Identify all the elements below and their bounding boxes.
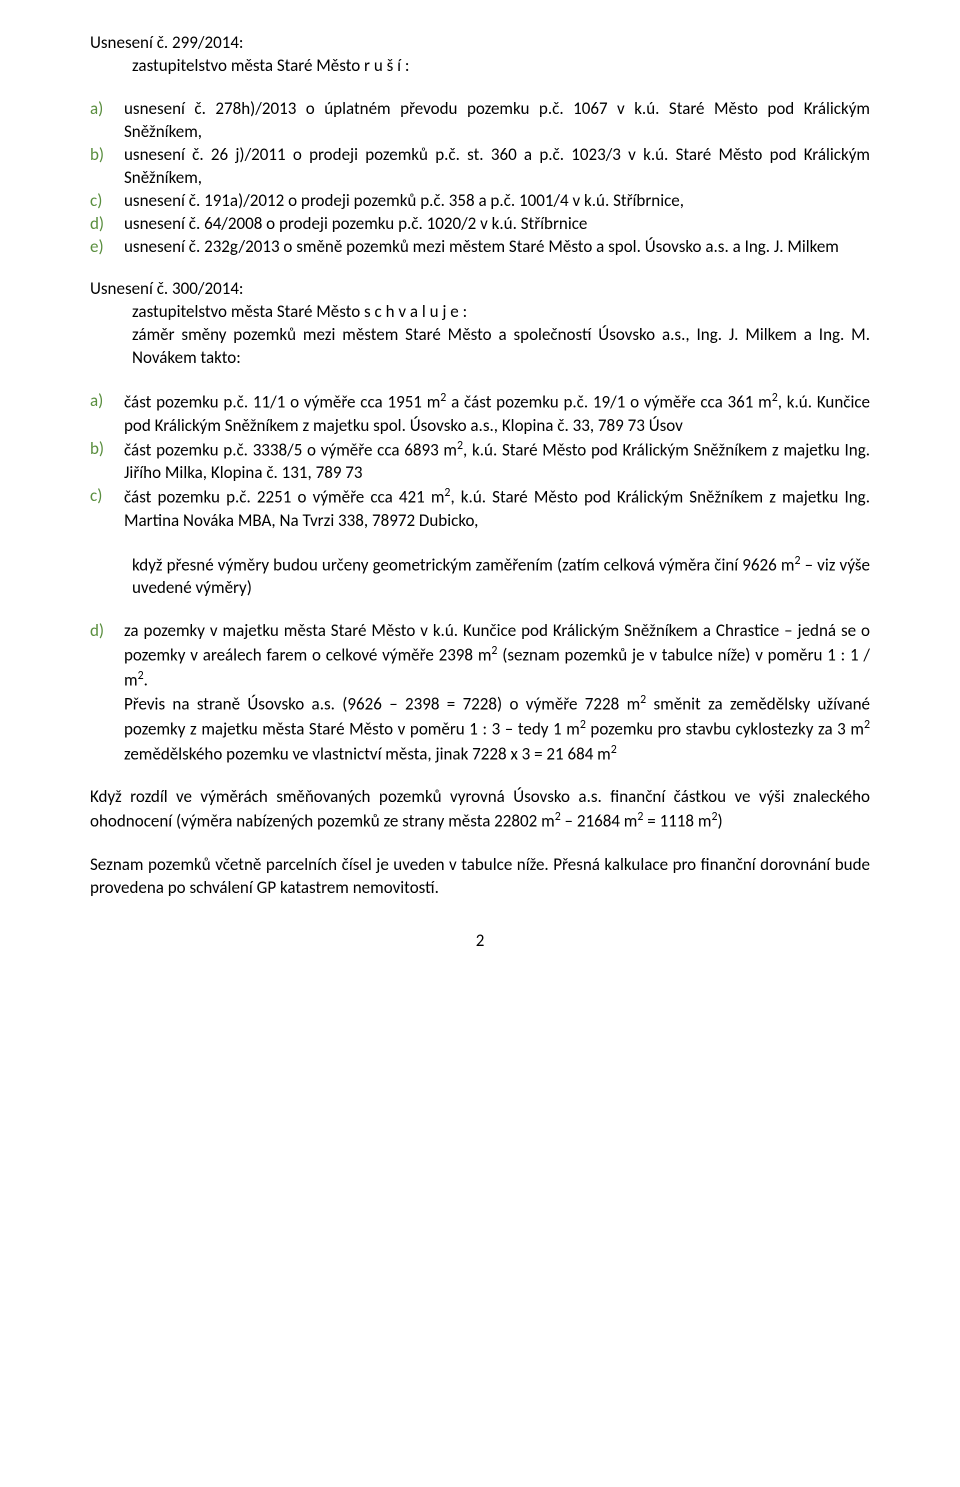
list-item: d) usnesení č. 64/2008 o prodeji pozemku… (90, 213, 870, 236)
list-marker: b) (90, 144, 124, 190)
paragraph-kdyz: když přesné výměry budou určeny geometri… (90, 553, 870, 601)
text-run: – 21684 m (561, 811, 638, 832)
list-item: e) usnesení č. 232g/2013 o směně pozemků… (90, 236, 870, 259)
list-item: d) za pozemky v majetku města Staré Měst… (90, 620, 870, 766)
list-300-d: d) za pozemky v majetku města Staré Měst… (90, 620, 870, 766)
list-marker: a) (90, 390, 124, 438)
subheading-300a: zastupitelstvo města Staré Město s c h v… (90, 301, 870, 324)
list-item: a) usnesení č. 278h)/2013 o úplatném pře… (90, 98, 870, 144)
section-300: Usnesení č. 300/2014: zastupitelstvo měs… (90, 278, 870, 370)
superscript: 2 (611, 743, 617, 757)
list-text: část pozemku p.č. 2251 o výměře cca 421 … (124, 485, 870, 533)
text-run: část pozemku p.č. 3338/5 o výměře cca 68… (124, 439, 457, 460)
text-run: = 1118 m (643, 811, 711, 832)
list-text: usnesení č. 26 j)/2011 o prodeji pozemků… (124, 144, 870, 190)
text-run: když přesné výměry budou určeny geometri… (132, 554, 794, 575)
list-299: a) usnesení č. 278h)/2013 o úplatném pře… (90, 98, 870, 259)
list-marker: d) (90, 213, 124, 236)
list-item: b) usnesení č. 26 j)/2011 o prodeji poze… (90, 144, 870, 190)
list-text: usnesení č. 232g/2013 o směně pozemků me… (124, 236, 839, 259)
list-text: za pozemky v majetku města Staré Město v… (124, 620, 870, 766)
list-text: část pozemku p.č. 11/1 o výměře cca 1951… (124, 390, 870, 438)
text-run: část pozemku p.č. 2251 o výměře cca 421 … (124, 487, 444, 508)
section-299: Usnesení č. 299/2014: zastupitelstvo měs… (90, 32, 870, 78)
list-marker: d) (90, 620, 124, 766)
text-run: zemědělského pozemku ve vlastnictví měst… (124, 743, 611, 764)
list-marker: b) (90, 438, 124, 486)
superscript: 2 (864, 718, 870, 732)
text-run: Převis na straně Úsovsko a.s. (9626 – 23… (124, 694, 640, 715)
list-item: a) část pozemku p.č. 11/1 o výměře cca 1… (90, 390, 870, 438)
paragraph-seznam: Seznam pozemků včetně parcelních čísel j… (90, 854, 870, 900)
list-item: c) část pozemku p.č. 2251 o výměře cca 4… (90, 485, 870, 533)
text-run: pozemku pro stavbu cyklostezky za 3 m (586, 719, 864, 740)
text-run: Když rozdíl ve výměrách směňovaných poze… (90, 786, 870, 832)
list-marker: a) (90, 98, 124, 144)
paragraph-rozdil: Když rozdíl ve výměrách směňovaných poze… (90, 786, 870, 834)
list-text: část pozemku p.č. 3338/5 o výměře cca 68… (124, 438, 870, 486)
subheading-300b: záměr směny pozemků mezi městem Staré Mě… (90, 324, 870, 370)
text-run: . (144, 670, 148, 691)
list-item: b) část pozemku p.č. 3338/5 o výměře cca… (90, 438, 870, 486)
list-marker: c) (90, 485, 124, 533)
document-page: Usnesení č. 299/2014: zastupitelstvo měs… (0, 0, 960, 993)
text-run: a část pozemku p.č. 19/1 o výměře cca 36… (446, 392, 771, 413)
list-text: usnesení č. 191a)/2012 o prodeji pozemků… (124, 190, 684, 213)
page-number: 2 (90, 930, 870, 953)
list-text: usnesení č. 278h)/2013 o úplatném převod… (124, 98, 870, 144)
text-run: část pozemku p.č. 11/1 o výměře cca 1951… (124, 392, 440, 413)
list-item: c) usnesení č. 191a)/2012 o prodeji poze… (90, 190, 870, 213)
heading-299: Usnesení č. 299/2014: (90, 32, 870, 55)
list-300-abc: a) část pozemku p.č. 11/1 o výměře cca 1… (90, 390, 870, 533)
list-marker: e) (90, 236, 124, 259)
list-text: usnesení č. 64/2008 o prodeji pozemku p.… (124, 213, 587, 236)
heading-300: Usnesení č. 300/2014: (90, 278, 870, 301)
list-marker: c) (90, 190, 124, 213)
text-run: ) (718, 811, 723, 832)
subheading-299: zastupitelstvo města Staré Město r u š í… (90, 55, 870, 78)
